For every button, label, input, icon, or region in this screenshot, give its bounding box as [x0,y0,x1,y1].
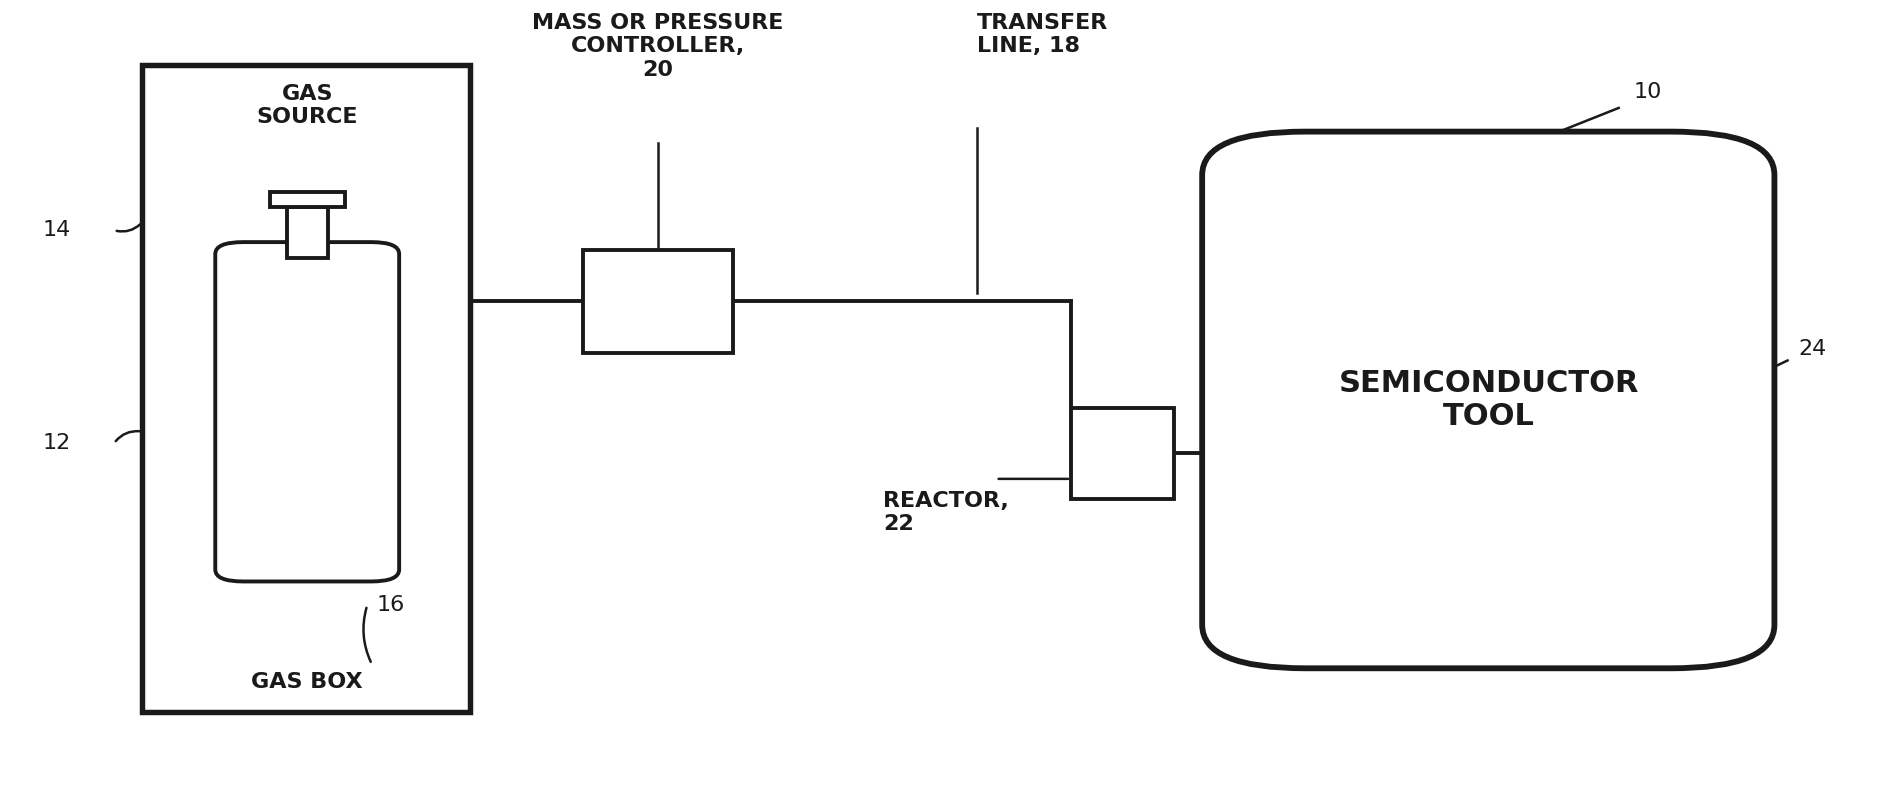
Text: SEMICONDUCTOR
TOOL: SEMICONDUCTOR TOOL [1340,368,1640,432]
Text: 24: 24 [1798,339,1826,359]
Bar [143,64,470,712]
Text: GAS BOX: GAS BOX [252,672,363,692]
Text: 14: 14 [43,220,71,240]
Bar [1071,408,1174,499]
Bar [271,192,344,207]
Text: REACTOR,
22: REACTOR, 22 [883,491,1009,534]
Bar [287,207,327,258]
Text: GAS
SOURCE: GAS SOURCE [256,84,359,128]
Bar [582,250,733,352]
Text: 16: 16 [376,595,404,615]
Text: MASS OR PRESSURE
CONTROLLER,
20: MASS OR PRESSURE CONTROLLER, 20 [532,13,784,80]
FancyBboxPatch shape [1203,131,1774,668]
Text: 10: 10 [1633,82,1663,102]
Text: 12: 12 [43,433,71,453]
FancyBboxPatch shape [216,242,398,581]
Text: TRANSFER
LINE, 18: TRANSFER LINE, 18 [977,13,1109,56]
